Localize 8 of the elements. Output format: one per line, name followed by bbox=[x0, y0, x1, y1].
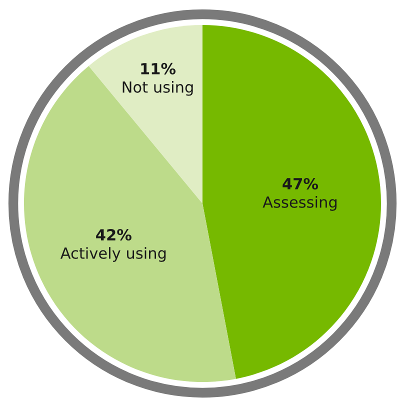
data-label: 47% bbox=[282, 178, 318, 190]
slice-label: Not using bbox=[122, 81, 193, 96]
data-label: 42% bbox=[96, 229, 132, 241]
slice-label: Actively using bbox=[60, 247, 166, 262]
pie-slice bbox=[202, 24, 381, 379]
data-label: 11% bbox=[141, 62, 176, 74]
slice-label: Assessing bbox=[262, 196, 337, 211]
pie-slice bbox=[88, 24, 202, 204]
